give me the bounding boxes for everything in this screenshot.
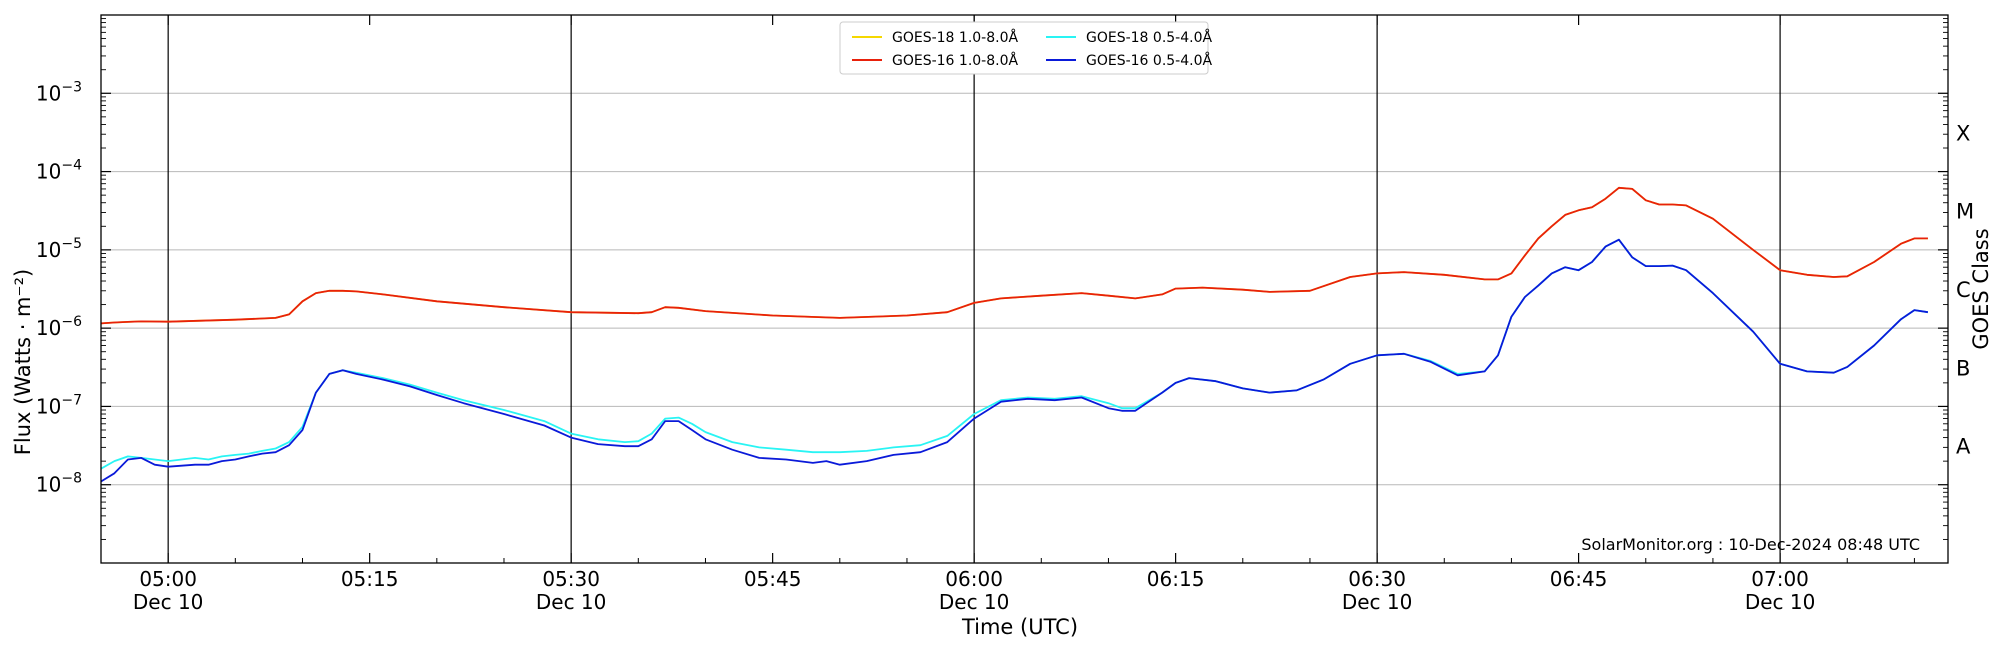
x-tick-date-label: Dec 10 <box>536 590 607 614</box>
series-line-2 <box>100 186 1928 325</box>
legend-box <box>839 21 1209 75</box>
x-tick-label: 06:00 <box>945 567 1003 591</box>
y-axis-title: Flux (Watts · m⁻²) <box>11 269 35 455</box>
x-tick-date-label: Dec 10 <box>939 590 1010 614</box>
credit-text: SolarMonitor.org : 10-Dec-2024 08:48 UTC <box>1581 535 1920 554</box>
y-tick-label: 10−5 <box>36 236 82 262</box>
series-line-4 <box>100 238 1929 483</box>
x-tick-label: 05:00 <box>139 567 197 591</box>
legend-label: GOES-16 1.0-8.0Å <box>892 52 1018 69</box>
x-axis-title: Time (UTC) <box>961 615 1078 639</box>
legend-label: GOES-18 1.0-8.0Å <box>892 29 1018 46</box>
goes-class-label: M <box>1956 200 1974 224</box>
y-axis-ticks: 10−8 10−7 10−6 10−5 10−4 10−3 <box>36 18 1948 540</box>
goes-class-label: B <box>1956 356 1970 380</box>
grid-lines <box>101 92 1948 486</box>
y-tick-label: 10−7 <box>36 392 82 418</box>
legend: GOES-18 1.0-8.0Å GOES-18 0.5-4.0Å GOES-16 … <box>839 21 1212 75</box>
x-tick-date-label: Dec 10 <box>1342 590 1413 614</box>
goes-class-labels: A B C M X <box>1956 121 1974 458</box>
x-tick-label: 05:15 <box>341 567 399 591</box>
goes-class-label: X <box>1956 121 1970 145</box>
x-tick-date-label: Dec 10 <box>1745 590 1816 614</box>
x-tick-label: 07:00 <box>1751 567 1809 591</box>
x-tick-date-label: Dec 10 <box>133 590 204 614</box>
legend-label: GOES-18 0.5-4.0Å <box>1086 29 1212 46</box>
x-tick-label: 05:45 <box>744 567 802 591</box>
x-tick-label: 06:30 <box>1348 567 1406 591</box>
y-tick-label: 10−6 <box>36 314 82 340</box>
x-tick-label: 05:30 <box>542 567 600 591</box>
y-tick-label: 10−3 <box>36 79 82 105</box>
goes-class-label: C <box>1956 278 1971 302</box>
y2-axis-title: GOES Class <box>1969 228 1993 349</box>
day-boundary-lines <box>167 15 1781 563</box>
goes-class-label: A <box>1956 435 1971 459</box>
x-tick-label: 06:15 <box>1147 567 1205 591</box>
y-tick-label: 10−4 <box>36 158 82 184</box>
x-tick-label: 06:45 <box>1550 567 1608 591</box>
series-line-1 <box>100 186 1928 325</box>
y-tick-label: 10−8 <box>36 471 82 497</box>
series-line-3 <box>100 238 1929 470</box>
plot-area-frame <box>100 14 1949 564</box>
legend-label: GOES-16 0.5-4.0Å <box>1086 52 1212 69</box>
series-lines <box>100 186 1929 483</box>
